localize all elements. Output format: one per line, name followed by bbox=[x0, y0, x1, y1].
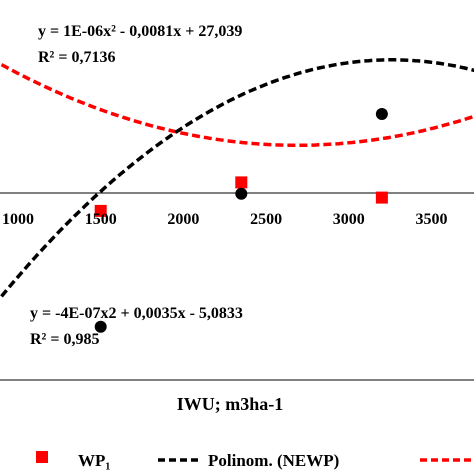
point-wp1 bbox=[235, 176, 248, 189]
data-point-layer bbox=[94, 108, 388, 333]
x-axis-title: IWU; m3ha-1 bbox=[177, 394, 284, 414]
red-trend-equation: y = 1E-06x² - 0,0081x + 27,039 bbox=[38, 23, 242, 40]
x-tick-label: 3000 bbox=[333, 211, 365, 228]
black-trend-equation: y = -4E-07x2 + 0,0035x - 5,0833 bbox=[30, 305, 243, 322]
x-tick-label: 1500 bbox=[85, 211, 117, 228]
x-tick-label-layer: 1000 1500 2000 2500 3000 3500 bbox=[2, 211, 448, 228]
red-trend-r2: R² = 0,7136 bbox=[38, 49, 115, 66]
x-tick-label: 2000 bbox=[167, 211, 199, 228]
legend-label-newp-trend: Polinom. (NEWP) bbox=[208, 451, 339, 470]
legend-marker-wp1 bbox=[36, 451, 48, 463]
x-tick-label: 3500 bbox=[416, 211, 448, 228]
point-wp1 bbox=[375, 191, 388, 204]
point-newp bbox=[235, 187, 248, 200]
legend-label-wp1: WP₁ bbox=[78, 451, 110, 470]
point-newp bbox=[375, 108, 388, 120]
point-newp bbox=[94, 320, 107, 333]
trendline-newp bbox=[0, 58, 474, 298]
x-tick-label: 2500 bbox=[250, 211, 282, 228]
x-tick-label: 1000 bbox=[2, 211, 34, 228]
legend: WP₁ Polinom. (NEWP) bbox=[36, 451, 474, 470]
black-trend-r2: R² = 0,985 bbox=[30, 331, 99, 348]
trendline-wp1 bbox=[0, 63, 474, 148]
trendline-layer bbox=[0, 58, 474, 298]
point-wp1 bbox=[94, 204, 107, 217]
